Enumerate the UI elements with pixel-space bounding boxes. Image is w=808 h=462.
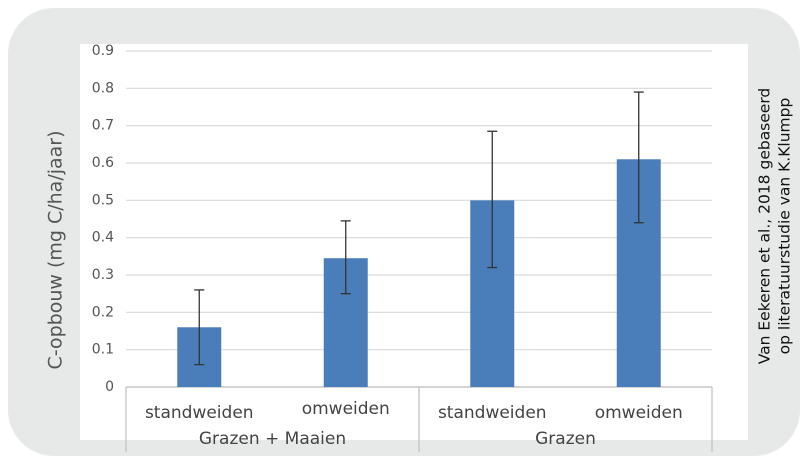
x-category-labels: standweiden omweiden standweiden omweiden Gr… xyxy=(145,399,683,449)
y-tick-label: 0.7 xyxy=(92,118,114,134)
x-category-label: standweiden xyxy=(145,403,254,423)
bars xyxy=(177,159,661,387)
y-tick-label: 0.5 xyxy=(92,192,114,208)
x-group-label: Grazen + Maaien xyxy=(199,429,346,449)
x-category-label: standweiden xyxy=(438,403,547,423)
y-tick-label: 0.3 xyxy=(92,267,114,283)
gridlines xyxy=(125,50,713,452)
y-axis-label: C-opbouw (mg C/ha/jaar) xyxy=(45,130,67,369)
x-group-label: Grazen xyxy=(535,429,596,449)
x-category-label: omweiden xyxy=(595,403,683,423)
y-tick-label: 0.8 xyxy=(92,80,114,96)
y-tick-label: 0 xyxy=(105,379,114,395)
y-tick-label: 0.1 xyxy=(92,342,114,358)
y-tick-label: 0.4 xyxy=(92,230,114,246)
x-category-label: omweiden xyxy=(302,399,390,419)
y-tick-label: 0.9 xyxy=(92,43,114,59)
error-bars xyxy=(194,91,644,366)
y-tick-label: 0.6 xyxy=(92,155,114,171)
source-note-line-1: Van Eekeren et al., 2018 gebaseerd xyxy=(756,88,774,365)
source-note-line-2: op literatuurstudie van K.Klumpp xyxy=(776,98,794,355)
y-tick-label: 0.2 xyxy=(92,304,114,320)
y-tick-labels: 0 0.1 0.2 0.3 0.4 0.5 0.6 0.7 0.8 0.9 xyxy=(92,43,114,395)
